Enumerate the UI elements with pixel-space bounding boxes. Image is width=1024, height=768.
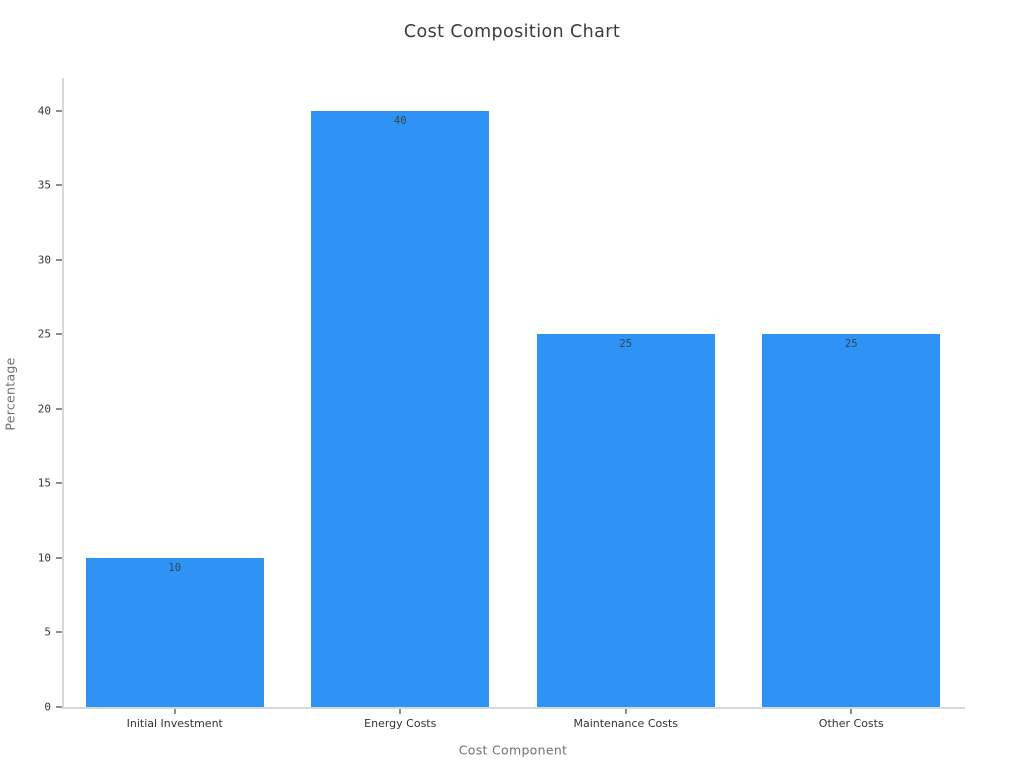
y-tick-mark [56, 109, 62, 112]
bar [536, 334, 715, 707]
bar [762, 334, 941, 707]
bar-value-label: 25 [844, 338, 858, 351]
y-tick-mark [56, 258, 62, 261]
y-tick-mark [56, 482, 62, 485]
x-tick-label: Other Costs [818, 717, 884, 730]
bar-value-label: 10 [168, 561, 182, 574]
bar-value-label: 25 [619, 338, 633, 351]
y-tick-label: 40 [37, 104, 51, 118]
y-tick-label: 15 [37, 476, 51, 490]
x-axis-title: Cost Component [458, 742, 568, 758]
x-axis-line [62, 707, 965, 709]
y-tick-label: 10 [37, 551, 51, 565]
x-tick-mark [850, 708, 853, 714]
chart-title: Cost Composition Chart [403, 22, 621, 42]
x-tick-mark [624, 708, 627, 714]
y-tick-label: 30 [37, 253, 51, 267]
bar-value-label: 40 [393, 114, 407, 127]
y-tick-label: 35 [37, 178, 51, 192]
x-tick-label: Maintenance Costs [573, 717, 679, 730]
y-tick-mark [56, 184, 62, 187]
x-tick-label: Energy Costs [364, 717, 437, 730]
x-tick-mark [173, 708, 176, 714]
bar [85, 557, 264, 707]
y-tick-mark [56, 556, 62, 559]
y-tick-mark [56, 706, 62, 708]
x-tick-label: Initial Investment [126, 717, 223, 730]
y-axis-title: Percentage [2, 357, 18, 431]
y-tick-label: 5 [44, 625, 51, 639]
y-tick-label: 25 [37, 327, 51, 341]
y-tick-mark [56, 631, 62, 634]
y-axis-line [62, 78, 64, 707]
y-tick-mark [56, 407, 62, 410]
bar [311, 110, 490, 707]
y-tick-label: 0 [44, 700, 51, 714]
x-tick-mark [399, 708, 402, 714]
y-tick-label: 20 [37, 402, 51, 416]
y-tick-mark [56, 333, 62, 336]
